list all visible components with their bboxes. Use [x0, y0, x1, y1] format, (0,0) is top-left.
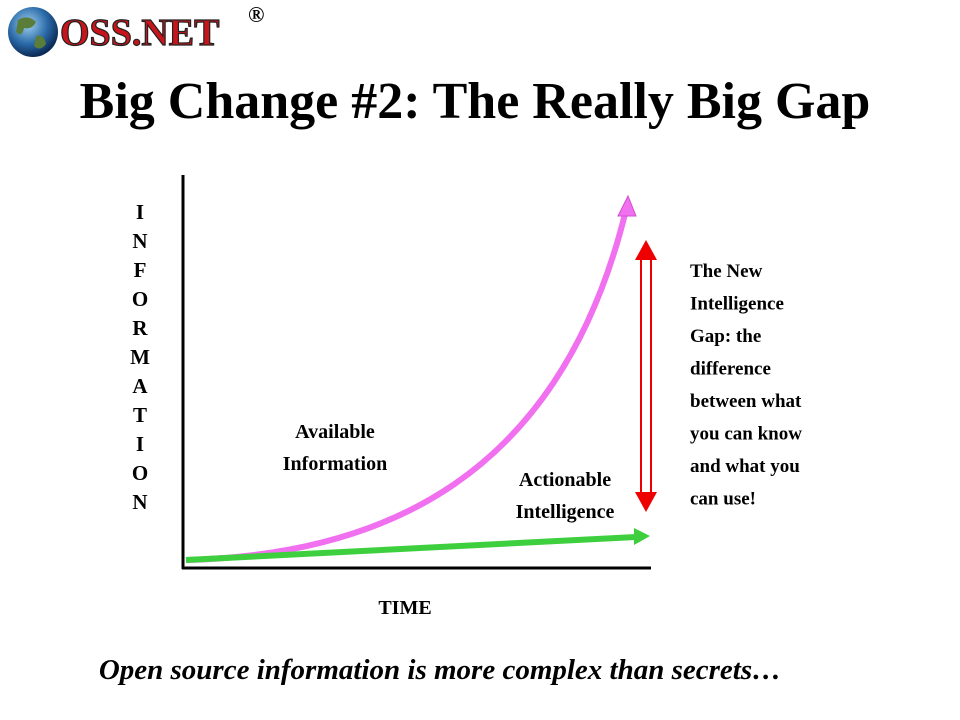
- gap-note-line: Intelligence: [690, 294, 784, 315]
- curve-label: Available: [295, 421, 375, 443]
- gap-note-line: can use!: [690, 489, 756, 510]
- slide-title: Big Change #2: The Really Big Gap: [80, 73, 871, 130]
- line-arrowhead: [634, 528, 650, 545]
- logo-text: OSS.NET: [60, 12, 219, 54]
- gap-note-line: difference: [690, 359, 771, 380]
- line-label: Intelligence: [516, 501, 615, 523]
- registered-mark: ®: [248, 2, 264, 27]
- gap-note-line: between what: [690, 391, 802, 412]
- curve-label: Information: [283, 453, 387, 475]
- gap-arrow-top: [635, 240, 657, 260]
- logo-globe: [8, 7, 58, 57]
- gap-note-line: you can know: [690, 424, 802, 445]
- gap-arrow-bottom: [635, 492, 657, 512]
- gap-note-line: The New: [690, 261, 763, 282]
- gap-arrow-shaft: [640, 255, 652, 497]
- logo-land: [16, 17, 46, 49]
- line-label: Actionable: [519, 469, 611, 491]
- y-axis-label: INFORMATION: [128, 200, 152, 519]
- logo: OSS.NET ®: [8, 2, 264, 57]
- gap-note-line: Gap: the: [690, 326, 761, 347]
- footer: Open source information is more complex …: [99, 654, 781, 686]
- curve-arrowhead: [617, 194, 637, 217]
- gap-note: The New Intelligence Gap: the difference bet…: [690, 261, 802, 510]
- actionable-intelligence-line: [185, 534, 637, 563]
- gap-arrow: [635, 240, 657, 512]
- x-axis-label: TIME: [378, 597, 431, 619]
- gap-note-line: and what you: [690, 456, 800, 477]
